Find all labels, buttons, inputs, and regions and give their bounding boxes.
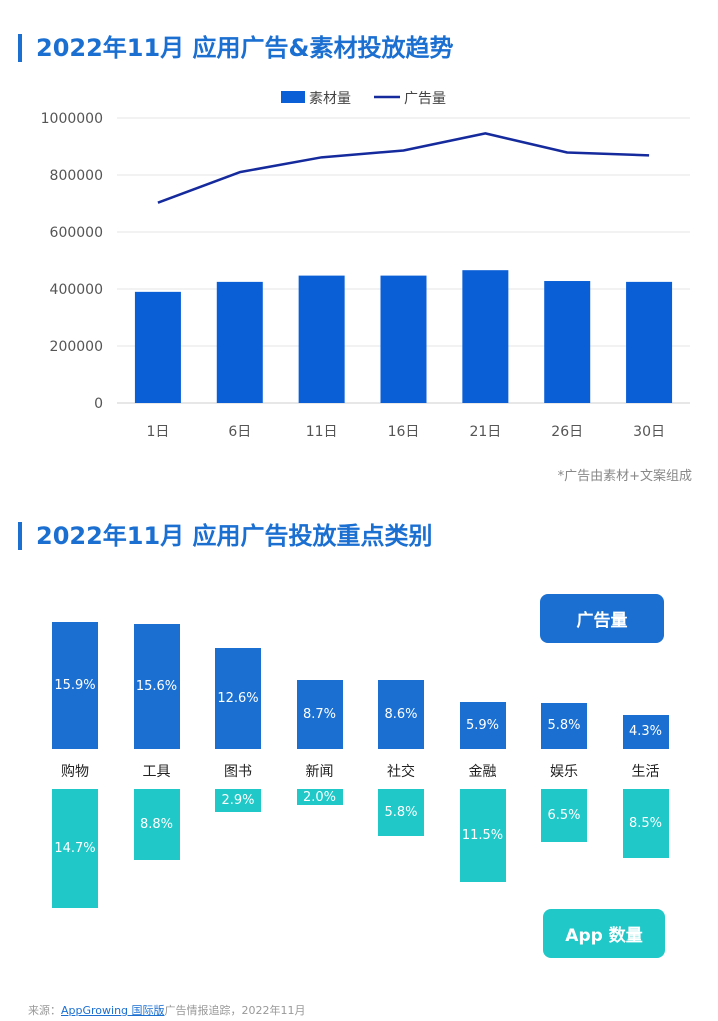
y-tick-label: 600000 bbox=[50, 225, 103, 241]
category-label: 购物 bbox=[61, 764, 89, 780]
bar-素材量 bbox=[380, 275, 427, 403]
footer-prefix: 来源： bbox=[28, 1004, 61, 1017]
bar-ad-volume-5: 5.9% bbox=[459, 701, 506, 749]
trend-chart-title: 2022年11月 应用广告&素材投放趋势 bbox=[18, 34, 453, 62]
bar-素材量 bbox=[544, 281, 591, 403]
bar-素材量 bbox=[298, 275, 345, 403]
x-tick-label: 21日 bbox=[469, 424, 501, 440]
legend-label-bar: 素材量 bbox=[309, 91, 351, 107]
trend-chart: 0 200000 400000 600000 800000 1000000 1日 6日 11日 1… bbox=[41, 91, 690, 440]
x-tick-label: 1日 bbox=[146, 424, 169, 440]
bar-ad-volume-0: 15.9% bbox=[52, 622, 98, 749]
bar-ad-volume-6: 5.8% bbox=[541, 702, 587, 749]
category-label: 工具 bbox=[142, 764, 171, 780]
bar-app-count-2: 2.9% bbox=[215, 789, 261, 813]
category-label: 社交 bbox=[387, 764, 415, 780]
category-label: 金融 bbox=[468, 764, 497, 780]
category-label: 生活 bbox=[631, 764, 660, 780]
y-tick-label: 0 bbox=[94, 396, 103, 412]
bar-app-count-5: 11.5% bbox=[459, 789, 506, 883]
category-chart-title: 2022年11月 应用广告投放重点类别 bbox=[18, 522, 433, 550]
x-tick-label: 30日 bbox=[633, 424, 665, 440]
bar-素材量 bbox=[134, 291, 181, 403]
footer-suffix: 广告情报追踪，2022年11月 bbox=[164, 1004, 306, 1017]
bar-app-count-1: 8.8% bbox=[133, 789, 180, 861]
category-label: 娱乐 bbox=[550, 764, 578, 780]
category-label: 图书 bbox=[224, 764, 252, 780]
legend-badge-ad-volume: 广告量 bbox=[540, 594, 664, 643]
x-tick-label: 11日 bbox=[306, 424, 338, 440]
bar-ad-volume-3: 8.7% bbox=[296, 679, 343, 749]
y-tick-label: 1000000 bbox=[41, 111, 103, 127]
y-tick-label: 200000 bbox=[50, 339, 103, 355]
footer-source-link[interactable]: AppGrowing 国际版 bbox=[61, 1004, 165, 1017]
y-tick-label: 400000 bbox=[50, 282, 103, 298]
x-tick-label: 6日 bbox=[228, 424, 251, 440]
bar-app-count-0: 14.7% bbox=[52, 789, 98, 908]
line-广告量 bbox=[157, 132, 650, 204]
bar-app-count-3: 2.0% bbox=[296, 789, 343, 806]
legend-badge-app-count: App 数量 bbox=[543, 909, 665, 958]
bar-素材量 bbox=[462, 270, 509, 403]
bar-ad-volume-4: 8.6% bbox=[378, 680, 424, 749]
bar-ad-volume-1: 15.6% bbox=[133, 624, 180, 749]
y-tick-label: 800000 bbox=[50, 168, 103, 184]
x-tick-label: 16日 bbox=[388, 424, 420, 440]
bar-素材量 bbox=[216, 281, 263, 403]
x-tick-label: 26日 bbox=[551, 424, 583, 440]
bar-app-count-7: 8.5% bbox=[622, 789, 669, 858]
bar-ad-volume-2: 12.6% bbox=[215, 648, 261, 749]
bar-app-count-4: 5.8% bbox=[378, 789, 424, 836]
chart-footnote: *广告由素材+文案组成 bbox=[557, 469, 692, 484]
bar-ad-volume-7: 4.3% bbox=[622, 714, 669, 749]
legend-label-line: 广告量 bbox=[404, 91, 446, 107]
legend-swatch-bar bbox=[281, 91, 305, 103]
source-footer: 来源：AppGrowing 国际版广告情报追踪，2022年11月 bbox=[28, 1002, 306, 1018]
bar-素材量 bbox=[626, 281, 673, 403]
category-label: 新闻 bbox=[305, 764, 334, 780]
bar-app-count-6: 6.5% bbox=[541, 789, 587, 842]
